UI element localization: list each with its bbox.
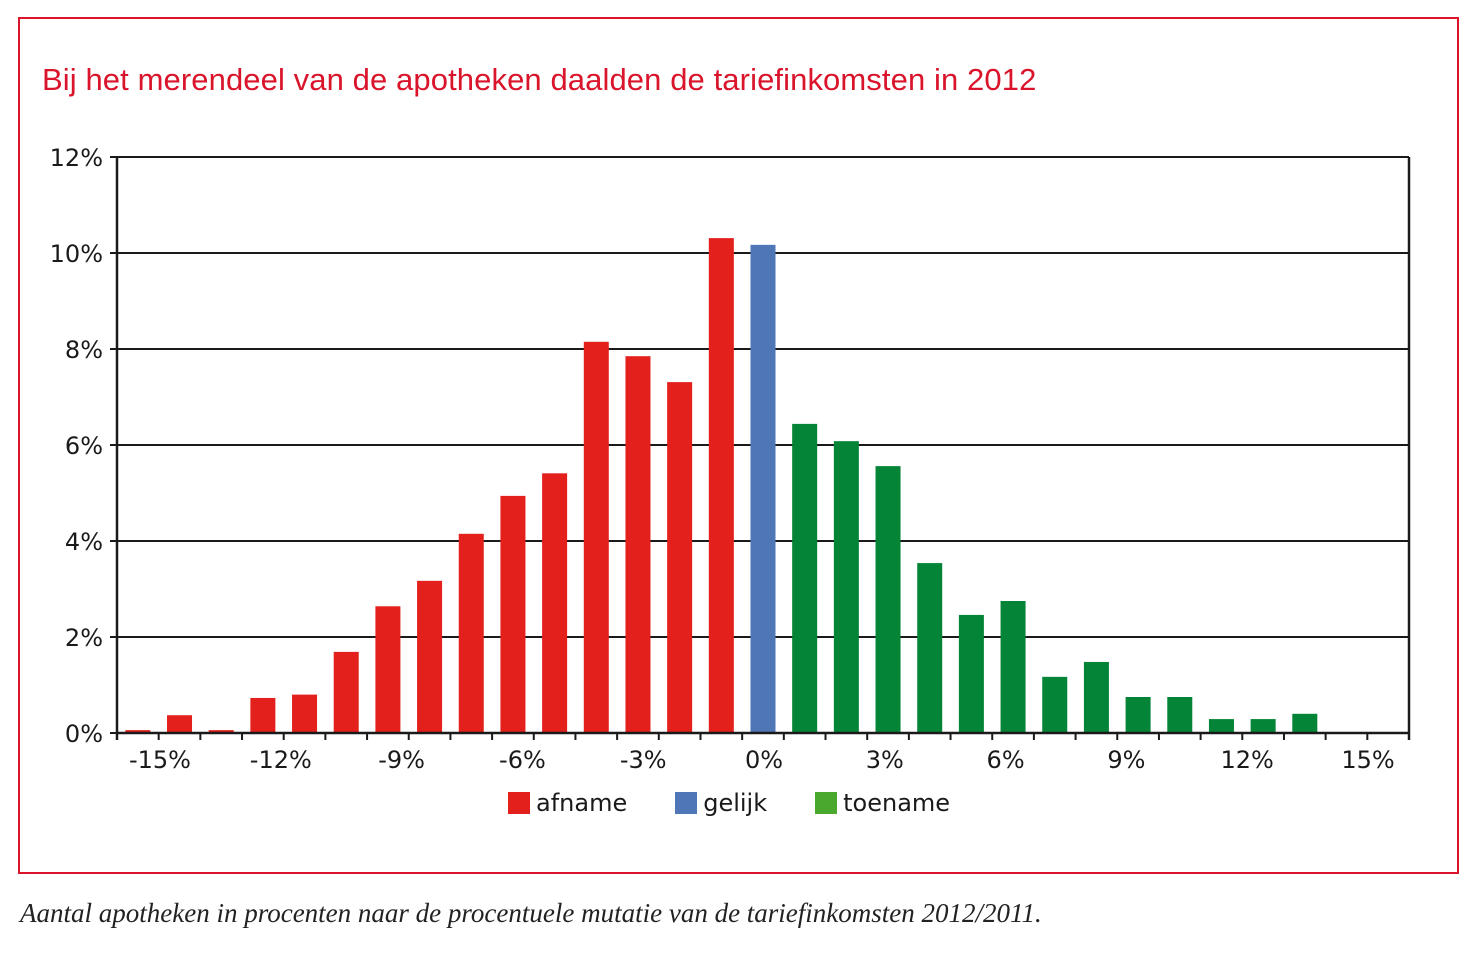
bar-toename (833, 441, 859, 733)
bar-afname (500, 495, 526, 733)
bar-toename (958, 614, 984, 733)
chart-title: Bij het merendeel van de apotheken daald… (42, 62, 1037, 97)
bar-afname (708, 238, 734, 733)
bar-afname (542, 473, 568, 733)
bar-toename (1042, 676, 1068, 733)
bar-afname (667, 382, 693, 733)
y-tick-label: 6% (65, 432, 103, 460)
bar-afname (583, 341, 609, 733)
x-tick-label: 9% (1107, 746, 1145, 774)
bar-afname (292, 694, 318, 733)
bar-toename (1250, 719, 1276, 733)
x-tick-label: -12% (250, 746, 312, 774)
bar-toename (1083, 661, 1109, 733)
x-tick-label: -15% (129, 746, 191, 774)
bar-toename (1167, 697, 1193, 733)
x-tick-label: 3% (866, 746, 904, 774)
legend-item-afname: afname (508, 789, 627, 817)
legend: afname gelijk toename (508, 789, 998, 817)
bar-toename (1208, 719, 1234, 733)
bar-toename (875, 466, 901, 733)
x-tick-label: -6% (499, 746, 546, 774)
x-tick-label: 0% (745, 746, 783, 774)
y-tick-label: 12% (50, 144, 103, 172)
x-tick-label: 15% (1341, 746, 1394, 774)
x-tick-labels: -15% -12% -9% -6% -3% 0% 3% 6% 9% 12% 15% (129, 746, 1395, 774)
axes (110, 156, 1411, 740)
x-tick-label: -3% (620, 746, 667, 774)
bar-afname (167, 715, 193, 733)
bar-gelijk (750, 244, 776, 733)
bar-afname (208, 730, 234, 733)
bar-toename (917, 563, 943, 733)
bar-afname (333, 651, 359, 733)
y-tick-label: 4% (65, 528, 103, 556)
legend-item-toename: toename (815, 789, 950, 817)
legend-item-gelijk: gelijk (675, 789, 767, 817)
bar-afname (375, 606, 401, 733)
bars (125, 238, 1318, 733)
y-tick-labels: 0% 2% 4% 6% 8% 10% 12% (50, 144, 103, 748)
y-tick-label: 10% (50, 240, 103, 268)
bar-toename (1000, 601, 1026, 733)
bar-afname (625, 356, 651, 733)
figure-caption: Aantal apotheken in procenten naar de pr… (20, 898, 1042, 928)
legend-label-afname: afname (536, 789, 628, 817)
x-tick-label: 6% (987, 746, 1025, 774)
y-tick-label: 0% (65, 720, 103, 748)
bar-afname (250, 697, 276, 733)
legend-swatch-gelijk (675, 792, 698, 814)
chart-frame (18, 17, 1459, 874)
x-tick-label: 12% (1221, 746, 1274, 774)
legend-swatch-afname (508, 792, 530, 814)
bar-toename (1125, 697, 1151, 733)
y-tick-label: 8% (65, 336, 103, 364)
bar-toename (1292, 713, 1318, 733)
y-tick-label: 2% (65, 624, 103, 652)
legend-label-gelijk: gelijk (703, 789, 768, 817)
bar-toename (792, 423, 818, 733)
legend-swatch-toename (815, 792, 838, 814)
x-tick-label: -9% (378, 746, 425, 774)
bar-afname (458, 533, 484, 733)
bar-afname (125, 730, 151, 733)
legend-label-toename: toename (843, 789, 951, 817)
bar-afname (417, 580, 443, 733)
